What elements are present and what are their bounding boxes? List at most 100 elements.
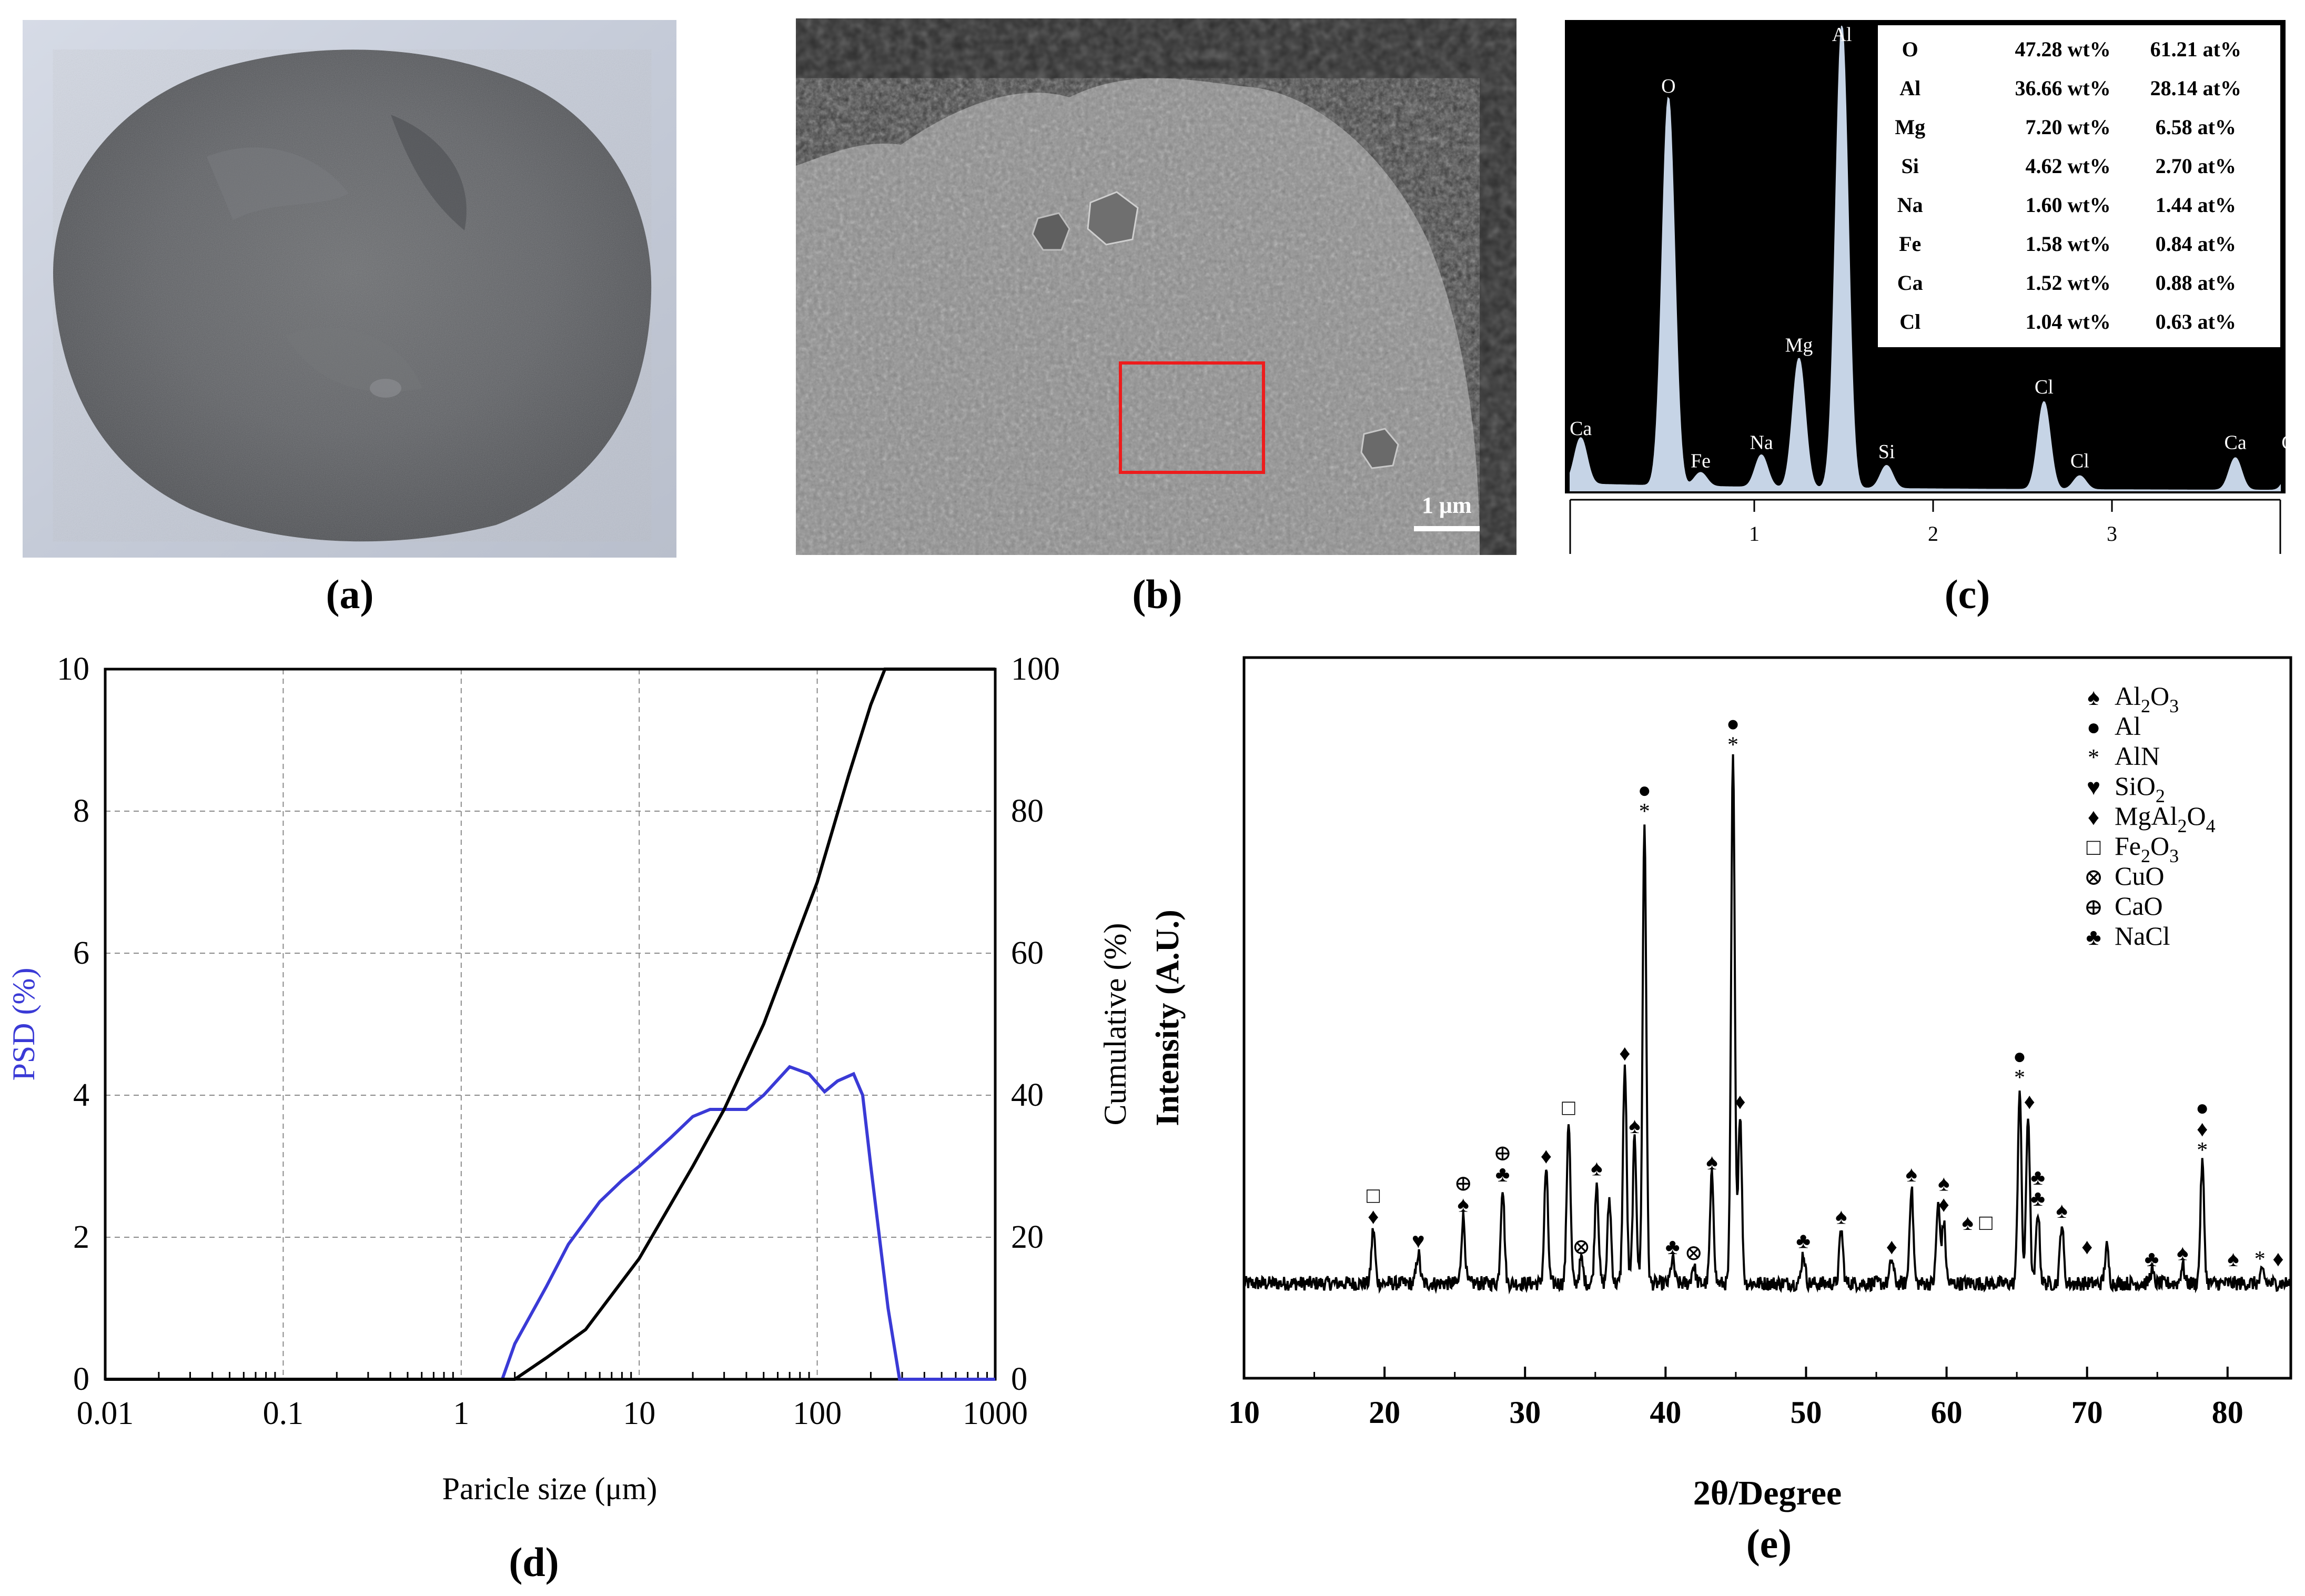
- xrd-peak-marker: ♦: [2197, 1117, 2208, 1142]
- xrd-legend-label: SiO2: [2115, 771, 2165, 806]
- sem-scale-label: 1 μm: [1422, 492, 1472, 518]
- xrd-peak-marker: ♠: [1629, 1114, 1640, 1138]
- eds-cell-el: Mg: [1895, 115, 1926, 139]
- psd-x-tick-label: 1000: [963, 1396, 1028, 1431]
- psd-y-tick-label: 2: [73, 1219, 89, 1255]
- psd-y-tick-label: 0: [73, 1361, 89, 1397]
- eds-cell-wt: 36.66 wt%: [2015, 76, 2111, 100]
- psd-distribution-line: [105, 1065, 995, 1381]
- eds-cell-wt: 7.20 wt%: [2025, 115, 2111, 139]
- xrd-legend-symbol: ⊗: [2084, 864, 2104, 890]
- xrd-x-tick-label: 70: [2071, 1395, 2103, 1430]
- psd-y-tick-label: 4: [73, 1077, 89, 1113]
- xrd-legend-label: AlN: [2115, 741, 2160, 771]
- xrd-legend-label: NaCl: [2115, 921, 2170, 951]
- eds-cell-el: Na: [1897, 193, 1923, 217]
- xrd-x-tick-label: 10: [1228, 1395, 1260, 1430]
- eds-tick-label: 1: [1749, 522, 1760, 546]
- xrd-legend-label: Fe2O3: [2115, 831, 2179, 866]
- eds-peak-label: Na: [1750, 431, 1773, 453]
- xrd-peak-marker: ⊗: [1572, 1235, 1590, 1259]
- xrd-x-tick-label: 80: [2212, 1395, 2243, 1430]
- caption-e: (e): [1746, 1521, 1792, 1567]
- eds-peak-label: Fe: [1691, 450, 1711, 472]
- xrd-legend-label: MgAl2O4: [2115, 801, 2216, 836]
- xrd-legend-symbol: □: [2087, 834, 2101, 860]
- eds-cell-el: Fe: [1899, 231, 1922, 256]
- eds-table-row: Ca 1.52 wt% 0.88 at%: [1878, 263, 2280, 302]
- eds-cell-at: 0.84 at%: [2155, 231, 2236, 256]
- eds-peak-label: Ca: [1570, 418, 1592, 440]
- xrd-legend-label: CuO: [2115, 861, 2164, 891]
- xrd-legend-symbol: *: [2088, 744, 2099, 770]
- xrd-peak-marker: ●: [2196, 1096, 2209, 1120]
- eds-peak-label: Al: [1832, 24, 1852, 46]
- xrd-peak-marker: ♠: [2056, 1199, 2067, 1223]
- xrd-peak-marker: ♦: [2081, 1235, 2092, 1259]
- xrd-peak-marker: ♦: [1368, 1205, 1379, 1229]
- eds-table-row: Si 4.62 wt% 2.70 at%: [1878, 146, 2280, 185]
- xrd-peak-marker: ♠: [1835, 1205, 1847, 1229]
- eds-cell-at: 0.63 at%: [2155, 309, 2236, 334]
- psd-y-tick-label: 10: [57, 651, 89, 687]
- psd-cumulative-line: [105, 668, 995, 1381]
- eds-tick-label: 3: [2107, 522, 2117, 546]
- xrd-plot-frame: [1242, 656, 2292, 1380]
- psd-y2-tick-label: 60: [1011, 935, 1044, 971]
- psd-x-tick-label: 0.01: [77, 1396, 134, 1431]
- xrd-peak-marker: ⊗: [1684, 1241, 1703, 1266]
- psd-y2-tick-label: 20: [1011, 1219, 1044, 1255]
- eds-peak-label: Mg: [1785, 335, 1813, 357]
- caption-a: (a): [326, 571, 374, 617]
- xrd-peak-marker: ♠: [1938, 1172, 1949, 1196]
- xrd-peak-marker: ♠: [2227, 1247, 2239, 1271]
- eds-cell-at: 2.70 at%: [2155, 154, 2236, 178]
- xrd-peak-marker: ♣: [1495, 1163, 1510, 1187]
- xrd-peak-marker: ♣: [1796, 1229, 1811, 1254]
- eds-table-row: Al 36.66 wt% 28.14 at%: [1878, 68, 2280, 107]
- eds-table-row: O 47.28 wt% 61.21 at%: [1878, 29, 2280, 68]
- xrd-legend-symbol: ♦: [2088, 804, 2099, 830]
- xrd-legend-symbol: ♠: [2087, 684, 2099, 710]
- xrd-peak-marker: ⊕: [1454, 1172, 1472, 1196]
- eds-peak-label: Ca: [2281, 431, 2286, 453]
- eds-cell-el: Ca: [1897, 270, 1923, 295]
- xrd-peak-marker: ●: [1726, 712, 1740, 736]
- xrd-chart: ♦ □ ♥ ♠ ⊕ ♣ ⊕ ♦ □ ⊗ ♠ ♦ ♠ * ● ♣ ⊗ ♠ * ● ♦ ♣ ♠ ♦ ♠ ♦ ♠ ♠ □ * ● ♦ ♣ ♣ ♠ ♦ ♣ ♠ * ♦…: [1131, 631, 2305, 1593]
- sem-image: 1 μm: [796, 18, 1517, 555]
- eds-peak-label: Cl: [2070, 450, 2089, 472]
- xrd-peak-marker: ♠: [2177, 1241, 2188, 1266]
- xrd-peak-marker: ♦: [2024, 1090, 2035, 1114]
- xrd-peak-marker: *: [2197, 1138, 2208, 1163]
- psd-x-tick-label: 10: [623, 1396, 655, 1431]
- psd-plot-frame: [104, 668, 997, 1381]
- psd-y-tick-label: 6: [73, 935, 89, 971]
- eds-cell-el: Si: [1901, 154, 1919, 178]
- eds-panel: CaOFeNaMgAlSiClClCaCa 1234 O47.28 wt%61.…: [1565, 20, 2304, 554]
- eds-spectrum: CaOFeNaMgAlSiClClCaCa 1234: [1565, 24, 2304, 554]
- xrd-peak-marker: ♦: [1541, 1145, 1552, 1169]
- xrd-legend-symbol: ●: [2087, 714, 2101, 740]
- xrd-peak-marker: *: [2255, 1247, 2266, 1271]
- xrd-peak-marker: ♣: [1665, 1235, 1680, 1259]
- eds-cell-wt: 1.04 wt%: [2025, 309, 2111, 334]
- eds-spectrum-area: [1570, 25, 2281, 491]
- xrd-peak-marker: ♠: [1591, 1157, 1602, 1181]
- eds-peak-label: Si: [1878, 441, 1895, 463]
- xrd-peak-marker: ♦: [1938, 1193, 1949, 1217]
- eds-cell-wt: 4.62 wt%: [2025, 154, 2111, 178]
- xrd-pattern-line: [1243, 754, 2292, 1295]
- eds-cell-el: Cl: [1899, 309, 1921, 334]
- xrd-x-tick-label: 50: [1790, 1395, 1822, 1430]
- eds-cell-wt: 1.58 wt%: [2025, 231, 2111, 256]
- xrd-peak-marker: ⊕: [1493, 1142, 1512, 1166]
- psd-y2-tick-label: 40: [1011, 1077, 1044, 1113]
- eds-cell-wt: 1.60 wt%: [2025, 193, 2111, 217]
- xrd-peak-marker: ♠: [1458, 1193, 1469, 1217]
- caption-d: (d): [509, 1539, 559, 1585]
- xrd-legend-label: Al2O3: [2115, 681, 2179, 716]
- eds-peak-label: Ca: [2224, 431, 2246, 453]
- powder-photo: [23, 20, 676, 558]
- xrd-x-tick-label: 20: [1369, 1395, 1400, 1430]
- xrd-peak-marker: ♦: [2272, 1247, 2283, 1271]
